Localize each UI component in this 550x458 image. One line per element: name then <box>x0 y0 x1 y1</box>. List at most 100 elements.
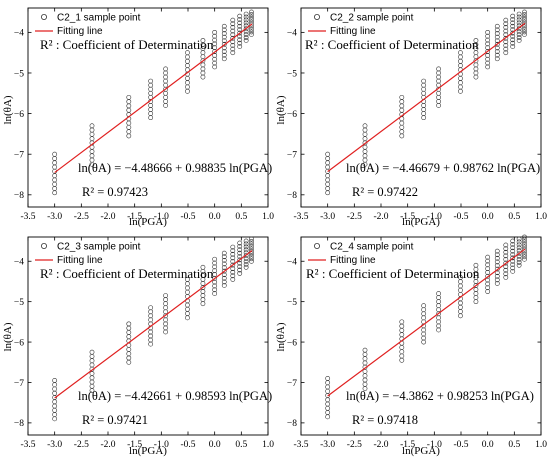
sample-point <box>362 356 368 362</box>
panel-c2-3: -3.5 -3.0 -2.5 -2.0 -1.5 -1.0 -0.5 0.0 0.5 1.0 −8 −… <box>2 236 274 457</box>
sample-point <box>200 297 206 303</box>
plot-frame <box>300 236 542 436</box>
sample-point <box>494 27 500 33</box>
sample-point <box>421 90 427 96</box>
x-tick-label: -2.5 <box>74 440 89 450</box>
x-tick-label: -3.5 <box>20 440 35 450</box>
sample-point <box>89 362 95 368</box>
sample-point <box>163 66 168 72</box>
sample-point <box>399 103 405 109</box>
sample-point <box>494 252 500 258</box>
panel-c2-3-plot: -3.5 -3.0 -2.5 -2.0 -1.5 -1.0 -0.5 0.0 0.5 1.0 −8 −… <box>14 236 274 450</box>
sample-point <box>485 277 491 283</box>
x-tick-label: 1.0 <box>262 440 274 450</box>
sample-point <box>89 358 95 364</box>
sample-point <box>325 151 331 157</box>
sample-point <box>200 264 206 270</box>
sample-point <box>516 236 522 242</box>
sample-point <box>325 384 331 390</box>
sample-point <box>200 62 206 68</box>
sample-point <box>212 49 218 54</box>
sample-point <box>510 238 516 244</box>
sample-point <box>436 94 441 100</box>
sample-point <box>221 283 227 288</box>
sample-point <box>163 297 168 303</box>
sample-point <box>362 153 368 159</box>
sample-point <box>243 253 249 259</box>
sample-point <box>503 257 509 262</box>
sample-point <box>212 52 218 58</box>
x-tick-label: 0.5 <box>508 440 520 450</box>
sample-point <box>212 256 218 262</box>
sample-point <box>399 323 405 329</box>
x-tick-label: -3.0 <box>47 212 62 222</box>
sample-point <box>185 50 190 56</box>
sample-point <box>243 244 249 250</box>
panel-c2-4: -3.5 -3.0 -2.5 -2.0 -1.5 -1.0 -0.5 0.0 0.5 1.0 −8 −… <box>275 234 547 457</box>
sample-point <box>421 82 427 88</box>
sample-point <box>230 21 236 27</box>
sample-point <box>473 287 479 292</box>
sample-point <box>126 129 132 135</box>
sample-point <box>421 107 427 112</box>
sample-point <box>522 27 527 32</box>
sample-point <box>399 332 405 338</box>
sample-point <box>510 262 516 268</box>
sample-point <box>421 331 427 337</box>
sample-point <box>230 255 236 261</box>
sample-point <box>237 260 243 266</box>
sample-point <box>362 149 368 154</box>
sample-point <box>221 41 227 47</box>
sample-point <box>458 88 463 94</box>
sample-point <box>510 37 516 43</box>
x-tick-label: -1.0 <box>154 212 169 222</box>
sample-point <box>516 35 522 40</box>
sample-point <box>522 29 527 35</box>
sample-point <box>325 397 331 403</box>
sample-point <box>89 149 95 154</box>
sample-point <box>485 49 491 54</box>
sample-point <box>243 14 249 20</box>
sample-point <box>148 86 154 92</box>
sample-point <box>503 46 509 52</box>
sample-point <box>52 151 58 157</box>
sample-point <box>89 153 95 159</box>
sample-point <box>458 54 463 60</box>
sample-point <box>399 124 405 130</box>
sample-point <box>148 317 154 323</box>
sample-point <box>237 250 243 256</box>
x-tick-label: 0.5 <box>508 212 520 222</box>
sample-point <box>148 333 154 339</box>
sample-point <box>237 247 243 253</box>
sample-point <box>325 376 331 381</box>
sample-point <box>522 17 527 22</box>
sample-point <box>436 295 441 301</box>
sample-point <box>237 34 243 39</box>
sample-point <box>473 66 479 72</box>
sample-point <box>522 251 527 257</box>
sample-point <box>325 156 331 161</box>
sample-point <box>458 50 463 56</box>
sample-point <box>52 164 58 170</box>
y-tick-label: −8 <box>287 191 297 201</box>
sample-point <box>163 301 168 307</box>
x-tick-label: -2.0 <box>100 440 115 450</box>
legend-marker-icon <box>313 242 320 249</box>
sample-point <box>221 31 227 36</box>
sample-point <box>163 78 168 84</box>
sample-point <box>200 293 206 298</box>
sample-point <box>399 349 405 355</box>
sample-point <box>494 273 500 279</box>
y-tick-label: −4 <box>287 258 297 268</box>
sample-point <box>52 403 58 409</box>
x-tick-label: 1.0 <box>535 440 547 450</box>
sample-point <box>89 131 95 137</box>
legend-marker-icon <box>41 13 48 20</box>
sample-point <box>163 103 168 108</box>
sample-point <box>243 247 249 253</box>
sample-point <box>148 107 154 112</box>
sample-point <box>200 301 206 307</box>
sample-point <box>237 264 243 270</box>
sample-point <box>237 240 243 246</box>
sample-point <box>185 54 190 60</box>
